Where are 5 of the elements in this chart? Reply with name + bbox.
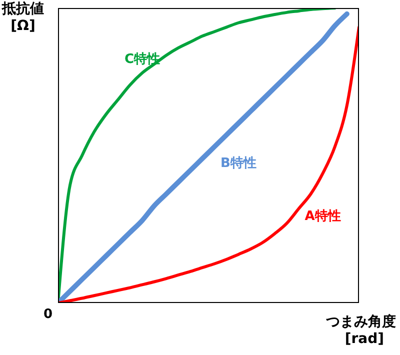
series-label: A特性	[304, 208, 341, 225]
series-label: B特性	[220, 155, 256, 172]
x-axis-title: つまみ角度 [rad]	[326, 313, 396, 347]
text: 0	[43, 307, 53, 322]
y-axis-title: 抵抗値 [Ω]	[2, 0, 44, 34]
